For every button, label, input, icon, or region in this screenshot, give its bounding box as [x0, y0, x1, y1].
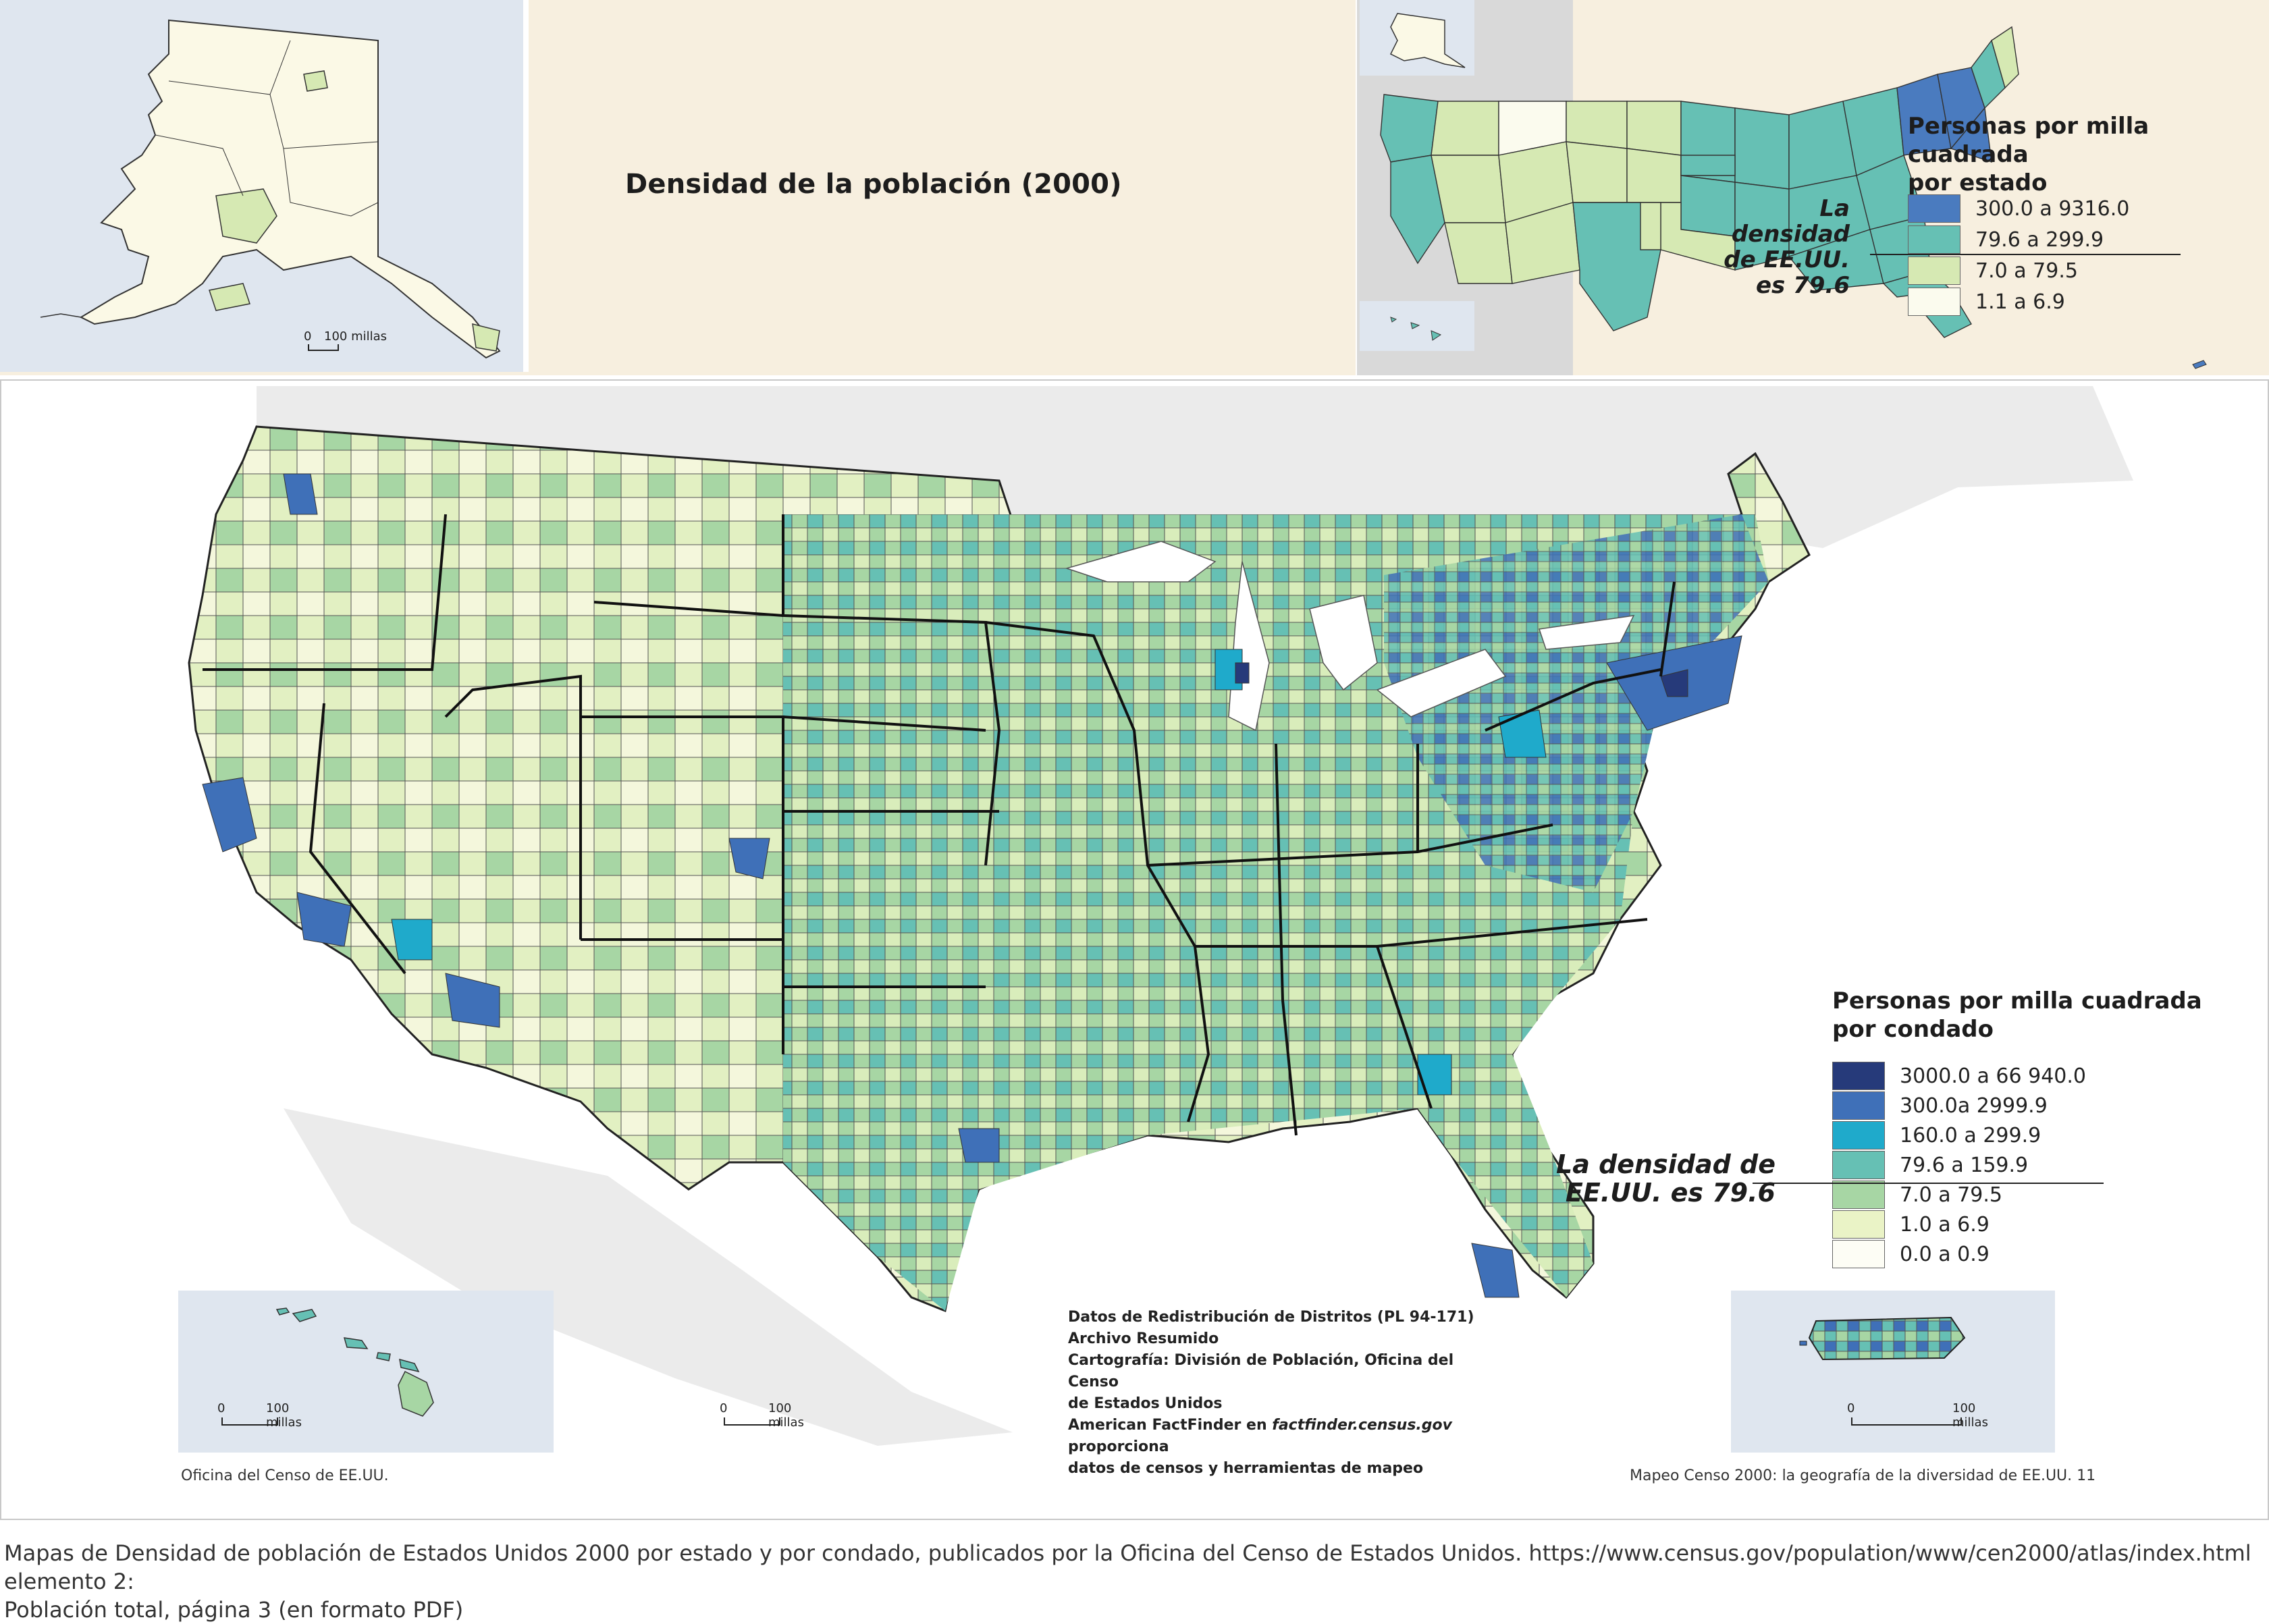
legend-label: 1.0 a 6.9 [1900, 1212, 1990, 1237]
state-density-map [1356, 0, 2207, 375]
county-average-note: La densidad de EE.UU. es 79.6 [1555, 1149, 1776, 1208]
scale-label: 100 millas [266, 1401, 302, 1430]
state-legend-row: 1.1 a 6.9 [1908, 286, 2129, 317]
county-legend-row: 160.0 a 299.9 [1832, 1120, 2086, 1150]
page-title: Densidad de la población (2000) [625, 169, 1122, 200]
legend-label: 300.0 a 9316.0 [1975, 196, 2130, 221]
county-density-map [178, 386, 2133, 1453]
legend-swatch [1832, 1151, 1885, 1179]
scale-label: 100 millas [768, 1401, 804, 1430]
state-average-note: La densidad de EE.UU. es 79.6 [1724, 195, 1850, 299]
legend-swatch [1832, 1210, 1885, 1239]
state-density-map-panel [1343, 0, 2269, 375]
alaska-inset: 0 100 millas [0, 0, 529, 372]
legend-label: 3000.0 a 66 940.0 [1900, 1064, 2087, 1088]
state-average-line [1870, 254, 2181, 255]
scale-zero: 0 [1847, 1401, 1855, 1415]
legend-label: 79.6 a 159.9 [1900, 1153, 2029, 1177]
county-legend-row: 1.0 a 6.9 [1832, 1210, 2086, 1239]
hawaii-islands [275, 1307, 434, 1417]
county-legend-title-1: Personas por milla cuadrada [1832, 987, 2202, 1014]
puerto-rico-inset [1731, 1291, 2055, 1453]
state-legend: Personas por milla cuadrada por estado [1908, 112, 2269, 197]
legend-swatch [1832, 1181, 1885, 1209]
county-legend-row: 300.0a 2999.9 [1832, 1091, 2086, 1120]
state-legend-title-2: por estado [1908, 169, 2048, 196]
county-legend-row: 7.0 a 79.5 [1832, 1180, 2086, 1210]
state-legend-title-1: Personas por milla cuadrada [1908, 113, 2150, 168]
legend-label: 7.0 a 79.5 [1900, 1183, 2002, 1207]
main-scale: 0 100 millas [720, 1401, 828, 1430]
image-caption: Mapas de Densidad de población de Estado… [4, 1540, 2251, 1623]
state-legend-row: 79.6 a 299.9 [1908, 224, 2129, 255]
scale-zero: 0 [217, 1401, 225, 1415]
legend-swatch [1908, 194, 1960, 223]
scale-zero: 0 [304, 329, 312, 344]
county-average-line [1753, 1183, 2104, 1184]
puerto-rico-map [1808, 1316, 1966, 1361]
legend-label: 7.0 a 79.5 [1975, 259, 2078, 283]
legend-label: 300.0a 2999.9 [1900, 1093, 2048, 1118]
county-legend-row: 3000.0 a 66 940.0 [1832, 1061, 2086, 1091]
footer-right: Mapeo Censo 2000: la geografía de la div… [1630, 1467, 2096, 1484]
pr-scale: 0 100 millas [1847, 1401, 1996, 1430]
county-legend-row: 0.0 a 0.9 [1832, 1239, 2086, 1269]
county-legend-rows: 3000.0 a 66 940.0 300.0a 2999.9 160.0 a … [1832, 1061, 2086, 1269]
state-legend-row: 300.0 a 9316.0 [1908, 193, 2129, 224]
legend-swatch [1832, 1240, 1885, 1268]
county-legend-row: 79.6 a 159.9 [1832, 1150, 2086, 1180]
legend-label: 79.6 a 299.9 [1975, 227, 2104, 252]
legend-swatch [1908, 288, 1960, 316]
state-legend-row: 7.0 a 79.5 [1908, 255, 2129, 286]
legend-swatch [1908, 225, 1960, 254]
alaska-map [40, 19, 501, 359]
legend-swatch [1832, 1062, 1885, 1090]
footer-left: Oficina del Censo de EE.UU. [181, 1467, 389, 1484]
legend-swatch [1832, 1091, 1885, 1120]
hawaii-scale: 0 100 millas [217, 1401, 325, 1430]
legend-label: 0.0 a 0.9 [1900, 1242, 1990, 1266]
legend-swatch [1908, 256, 1960, 285]
county-legend-title-2: por condado [1832, 1016, 1994, 1043]
legend-label: 160.0 a 299.9 [1900, 1123, 2041, 1147]
county-legend: Personas por milla cuadrada por condado [1832, 987, 2202, 1044]
legend-swatch [1832, 1121, 1885, 1149]
scale-zero: 0 [720, 1401, 728, 1415]
state-legend-rows: 300.0 a 9316.0 79.6 a 299.9 7.0 a 79.5 1… [1908, 193, 2129, 317]
hawaii-inset [178, 1291, 554, 1453]
source-note: Datos de Redistribución de Distritos (PL… [1068, 1309, 1474, 1477]
scale-label: 100 millas [324, 329, 388, 344]
legend-label: 1.1 a 6.9 [1975, 290, 2065, 314]
